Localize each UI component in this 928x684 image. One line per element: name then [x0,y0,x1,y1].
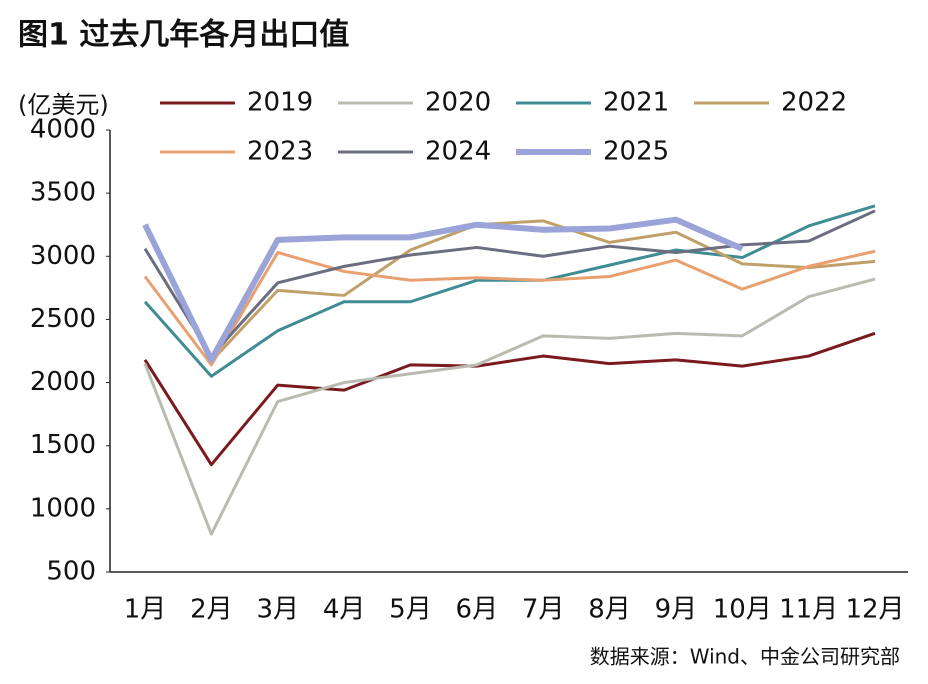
line-series [143,209,876,358]
x-tick-label: 12月 [845,595,904,625]
y-tick-label: 3000 [30,241,96,271]
y-tick-label: 2000 [30,367,96,397]
y-tick-label: 500 [46,557,96,587]
legend-label: 2024 [425,137,491,167]
y-tick-label: 1000 [30,493,96,523]
chart-title: 图1 过去几年各月出口值 [18,18,349,53]
x-tick-label: 3月 [256,595,299,625]
x-tick-label: 6月 [456,595,499,625]
line-series [143,331,876,467]
line-series [143,277,876,536]
y-tick-label: 1500 [30,430,96,460]
line-series [142,216,744,363]
y-axis-label: (亿美元) [18,91,109,119]
x-tick-label: 9月 [655,595,698,625]
legend-label: 2019 [247,88,313,118]
x-tick-label: 7月 [522,595,565,625]
x-tick-label: 11月 [779,595,838,625]
line-series [143,219,876,363]
x-tick-label: 8月 [588,595,631,625]
x-tick-label: 10月 [713,595,772,625]
line-series [143,249,876,367]
x-tick-label: 5月 [389,595,432,625]
legend-label: 2020 [425,88,491,118]
y-tick-label: 2500 [30,304,96,334]
legend-label: 2022 [781,88,847,118]
x-tick-label: 2月 [190,595,233,625]
source: 数据来源：Wind、中金公司研究部 [590,645,900,669]
x-tick-label: 4月 [323,595,366,625]
x-tick-label: 1月 [124,595,167,625]
legend-label: 2021 [603,88,669,118]
legend-label: 2023 [247,137,313,167]
y-tick-label: 3500 [30,178,96,208]
y-tick-label: 4000 [30,115,96,145]
legend-label: 2025 [603,137,669,167]
